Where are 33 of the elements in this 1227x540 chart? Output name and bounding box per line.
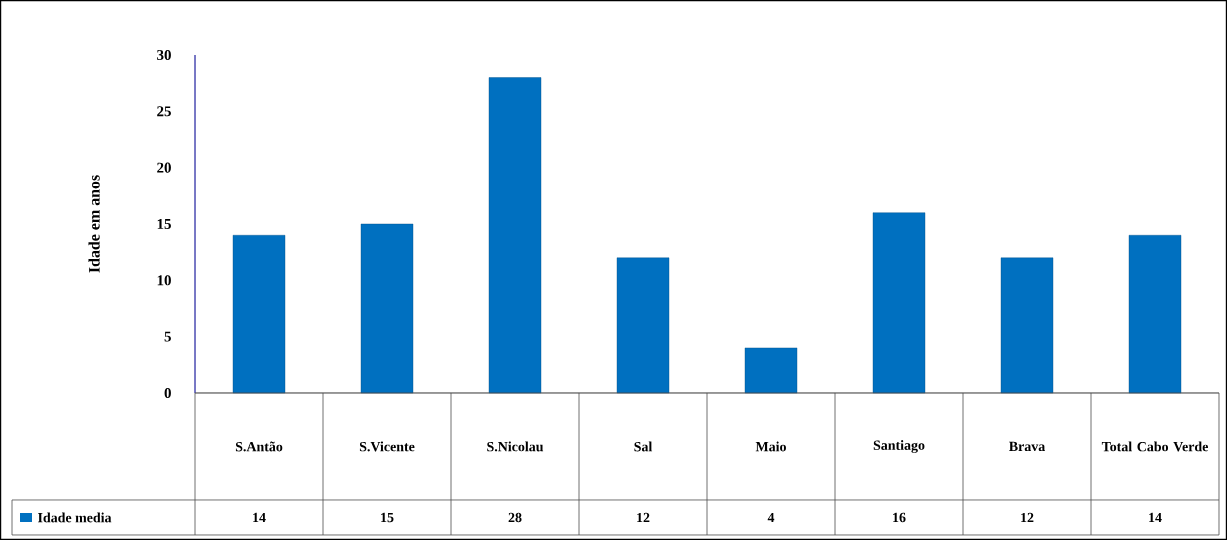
data-label: 12 [1021, 512, 1034, 523]
x-tick-label: Santiago [873, 440, 925, 453]
bar [360, 223, 414, 394]
x-tick-label: Sal [634, 441, 653, 452]
y-tick-label: 25 [157, 106, 171, 117]
y-tick-label: 20 [157, 162, 171, 173]
data-label: 14 [1149, 512, 1162, 523]
x-tick-label: Brava [1009, 441, 1046, 452]
y-tick-label: 15 [157, 218, 171, 229]
bar [872, 212, 926, 394]
x-tick-label: Maio [755, 441, 786, 452]
bar [744, 347, 798, 394]
bar [232, 235, 286, 394]
y-tick-label: 0 [164, 387, 171, 399]
y-tick-label: 5 [164, 331, 171, 342]
x-tick-label: S.Vicente [359, 441, 415, 452]
x-tick-label: S.Nicolau [487, 441, 544, 452]
data-label: 12 [637, 512, 650, 523]
bar [1000, 257, 1054, 394]
legend-label: Idade media [38, 512, 112, 523]
data-label: 28 [508, 512, 522, 523]
y-tick-label: 10 [157, 275, 171, 286]
data-label: 15 [381, 512, 394, 523]
data-label: 14 [253, 512, 266, 523]
data-label: 4 [767, 512, 775, 523]
bar [616, 257, 670, 394]
bar [1128, 235, 1182, 394]
data-label: 16 [893, 512, 906, 523]
x-tick-label: Total Cabo Verde [1101, 441, 1208, 452]
x-tick-label: S.Antão [235, 441, 283, 452]
bar [488, 77, 542, 394]
y-tick-label: 30 [157, 49, 171, 61]
y-axis-title: Idade em anos [88, 175, 100, 273]
